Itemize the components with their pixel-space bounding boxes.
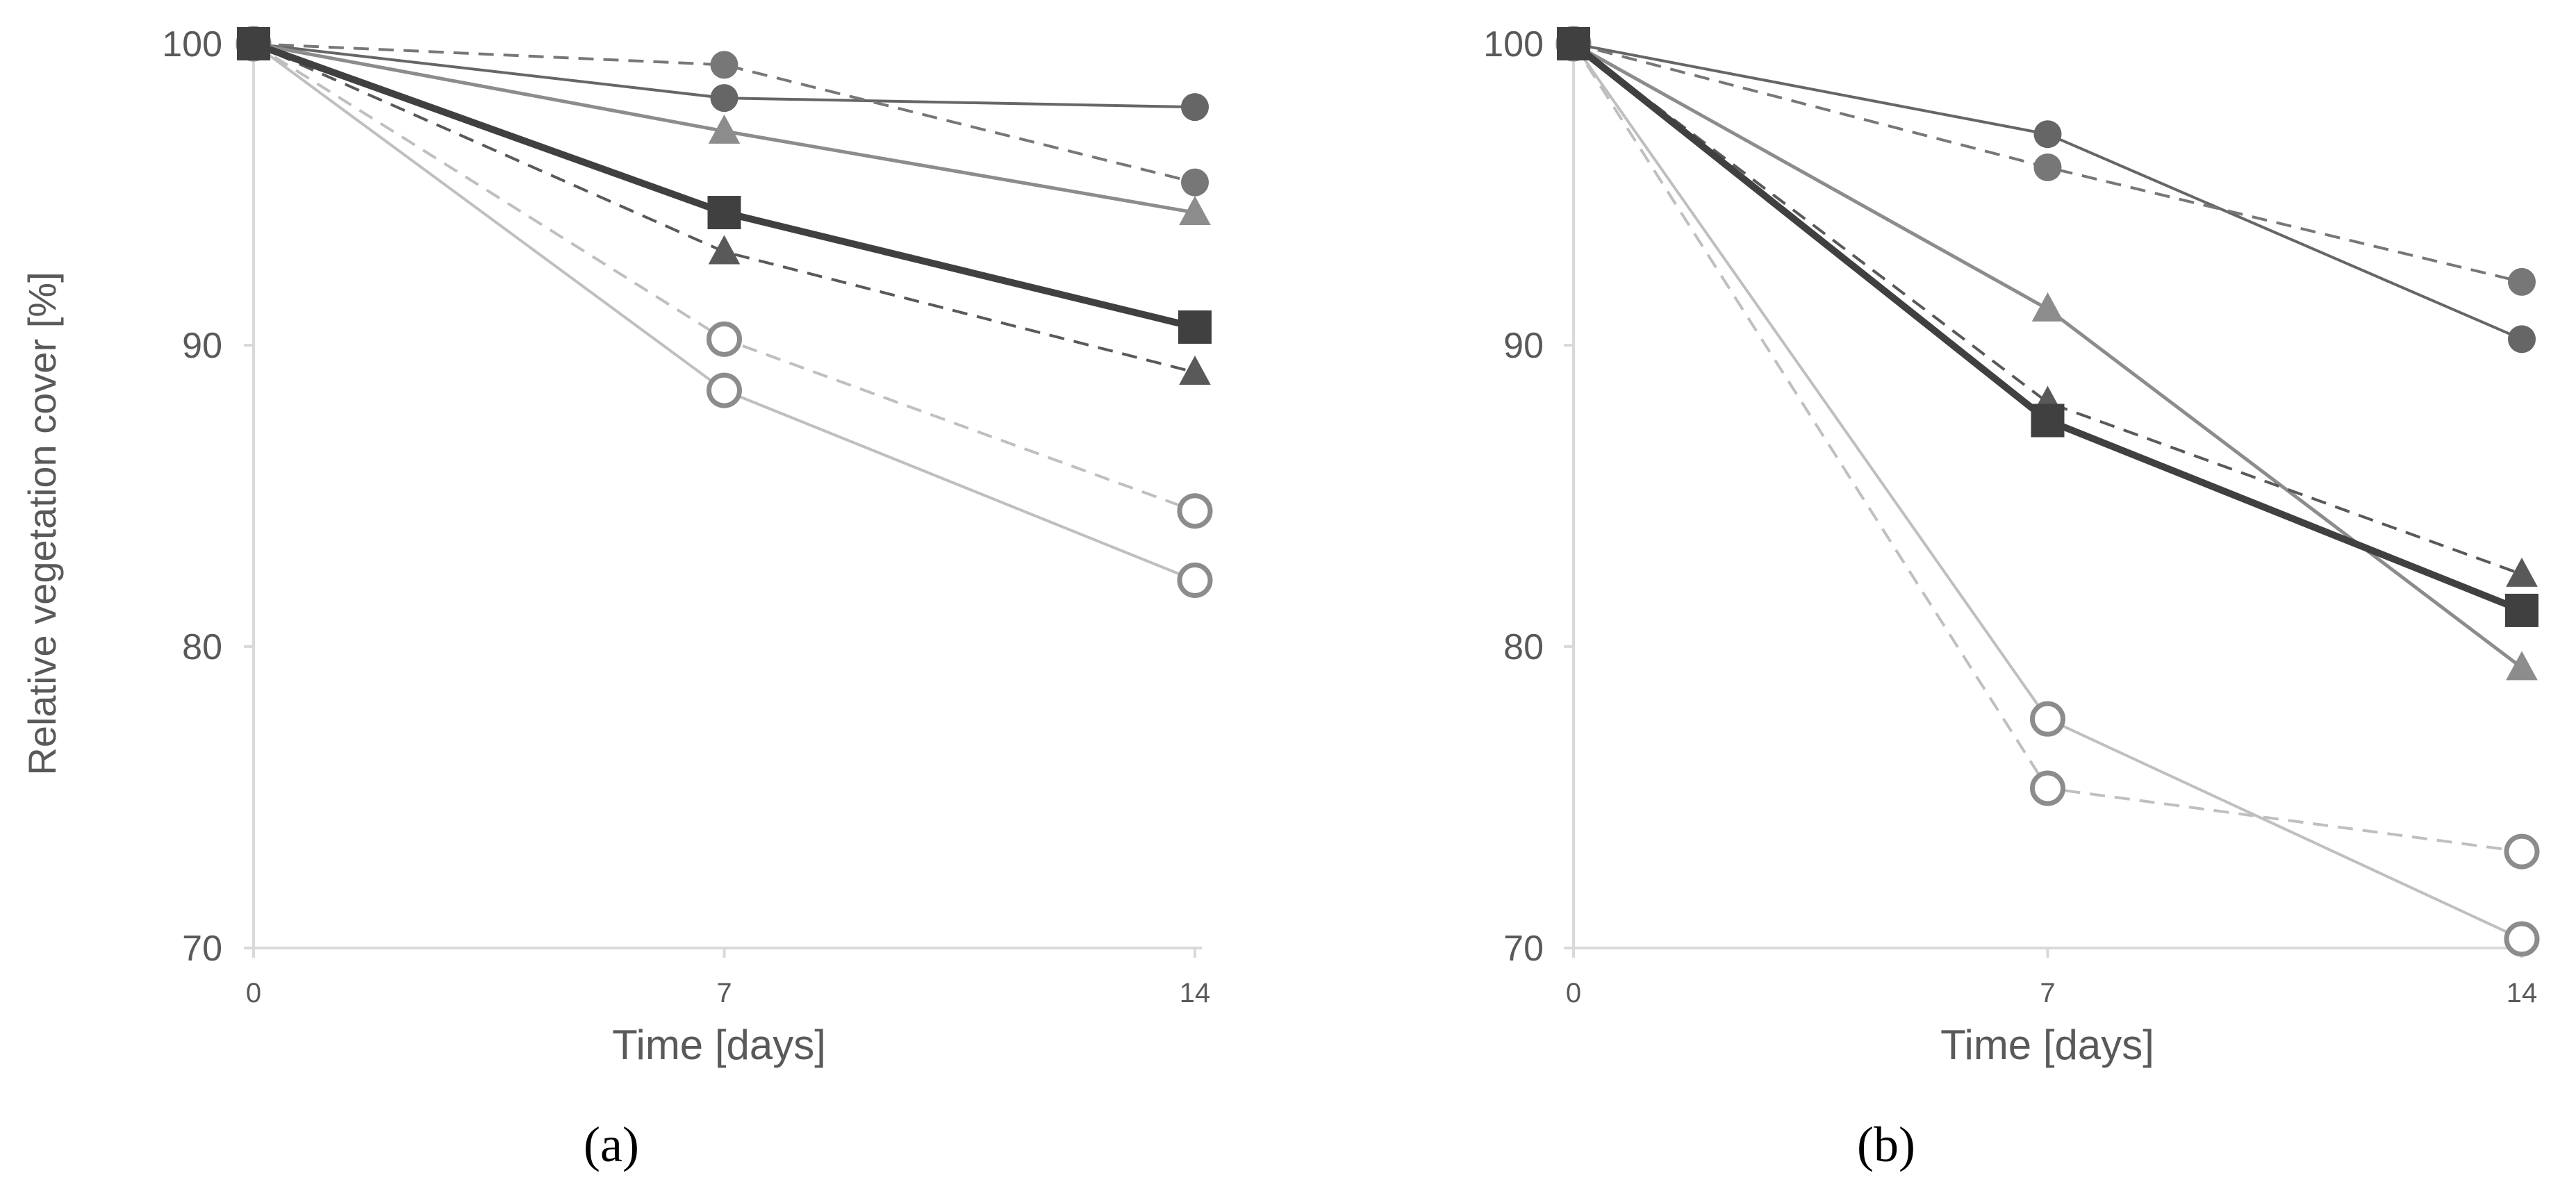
- data-point-circle: [1181, 168, 1209, 197]
- data-point-open-circle: [2504, 921, 2540, 957]
- panel-b: 70 80 90 100 0 7 14 Time [days] (b): [1483, 24, 2540, 1172]
- x-tick-label: 0: [246, 978, 261, 1008]
- y-tick-label: 100: [162, 24, 222, 65]
- data-point-open-circle: [707, 372, 742, 408]
- data-point-circle: [710, 84, 738, 113]
- x-tick-label: 0: [1566, 978, 1581, 1008]
- series-line: [1572, 42, 2523, 576]
- data-point-open-circle: [1177, 493, 1213, 529]
- x-axis-title: Time [days]: [1940, 1022, 2154, 1068]
- data-point-triangle: [2506, 651, 2538, 681]
- data-point-triangle: [2031, 292, 2064, 322]
- data-point-triangle: [708, 114, 741, 144]
- y-tick-label: 100: [1483, 24, 1544, 65]
- data-point-square: [2505, 593, 2538, 627]
- data-point-triangle: [708, 235, 741, 265]
- data-point-triangle: [1179, 356, 1211, 385]
- x-axis-title: Time [days]: [612, 1022, 826, 1068]
- series-dark-circle-dashed: [240, 30, 1209, 197]
- data-point-open-circle: [707, 321, 742, 357]
- data-point-square: [1178, 310, 1212, 344]
- data-point-circle: [2508, 267, 2536, 296]
- data-point-open-circle: [2030, 770, 2065, 806]
- data-point-square: [707, 196, 741, 230]
- x-tick-label: 7: [716, 978, 732, 1008]
- data-point-square: [1557, 27, 1590, 60]
- series-mean-square: [1557, 27, 2538, 627]
- series-line: [253, 42, 1196, 184]
- series-line: [252, 42, 1196, 513]
- data-point-circle: [2033, 153, 2062, 181]
- y-tick-label: 70: [1503, 929, 1544, 969]
- data-point-square: [237, 27, 270, 60]
- series-open-circle-solid: [236, 26, 1213, 599]
- y-tick-label: 80: [1503, 627, 1544, 667]
- data-point-triangle: [1179, 196, 1211, 226]
- x-tick-label: 7: [2040, 978, 2055, 1008]
- data-point-open-circle: [1177, 563, 1213, 599]
- panel-label: (a): [584, 1117, 639, 1172]
- y-tick-label: 80: [182, 627, 222, 667]
- data-point-circle: [2033, 120, 2062, 149]
- y-axis-title: Relative vegetation cover [%]: [20, 272, 64, 775]
- y-tick-label: 70: [182, 929, 222, 969]
- y-tick-label: 90: [1503, 326, 1544, 366]
- x-tick-label: 14: [2507, 978, 2538, 1008]
- data-point-circle: [1181, 93, 1209, 122]
- x-tick-label: 14: [1180, 978, 1211, 1008]
- data-point-open-circle: [2030, 701, 2065, 737]
- y-tick-label: 90: [182, 326, 222, 366]
- panel-a: 70 80 90 100 0 7 14 Time [days] Relative vegetat…: [20, 24, 1213, 1172]
- data-point-circle: [710, 51, 738, 79]
- series-mean-square: [237, 27, 1212, 344]
- data-point-open-circle: [2504, 833, 2540, 870]
- data-point-circle: [2508, 325, 2536, 354]
- data-point-triangle: [2506, 557, 2538, 587]
- data-point-square: [2031, 404, 2065, 438]
- panel-label: (b): [1857, 1117, 1915, 1172]
